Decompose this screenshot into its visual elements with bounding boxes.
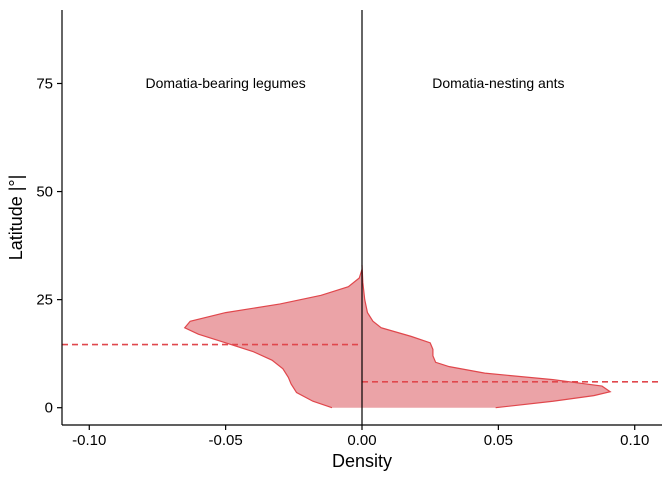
x-axis-title: Density	[332, 451, 392, 471]
plot-area: Domatia-bearing legumes Domatia-nesting a…	[62, 10, 662, 425]
annotation-label: Domatia-bearing legumes	[145, 75, 305, 91]
annotation-label: Domatia-nesting ants	[432, 75, 564, 91]
x-tick-label: 0.10	[620, 432, 649, 449]
y-tick-label: 75	[36, 75, 53, 92]
x-tick-label: 0.05	[484, 432, 513, 449]
density-outline-right	[361, 265, 612, 409]
density-outline-left	[183, 269, 363, 409]
y-tick-label: 25	[36, 292, 53, 309]
x-tick-label: -0.10	[72, 432, 106, 449]
x-tick-label: -0.05	[209, 432, 243, 449]
y-tick-label: 0	[45, 400, 53, 417]
x-tick-label: 0.00	[347, 432, 376, 449]
density-area-left	[184, 269, 362, 408]
density-area-right	[362, 265, 611, 408]
axes: -0.10 -0.05 0.00 0.05 0.10 0 25 50 75	[36, 10, 662, 449]
y-axis-title: Latitude |°|	[6, 175, 26, 261]
y-tick-label: 50	[36, 184, 53, 201]
